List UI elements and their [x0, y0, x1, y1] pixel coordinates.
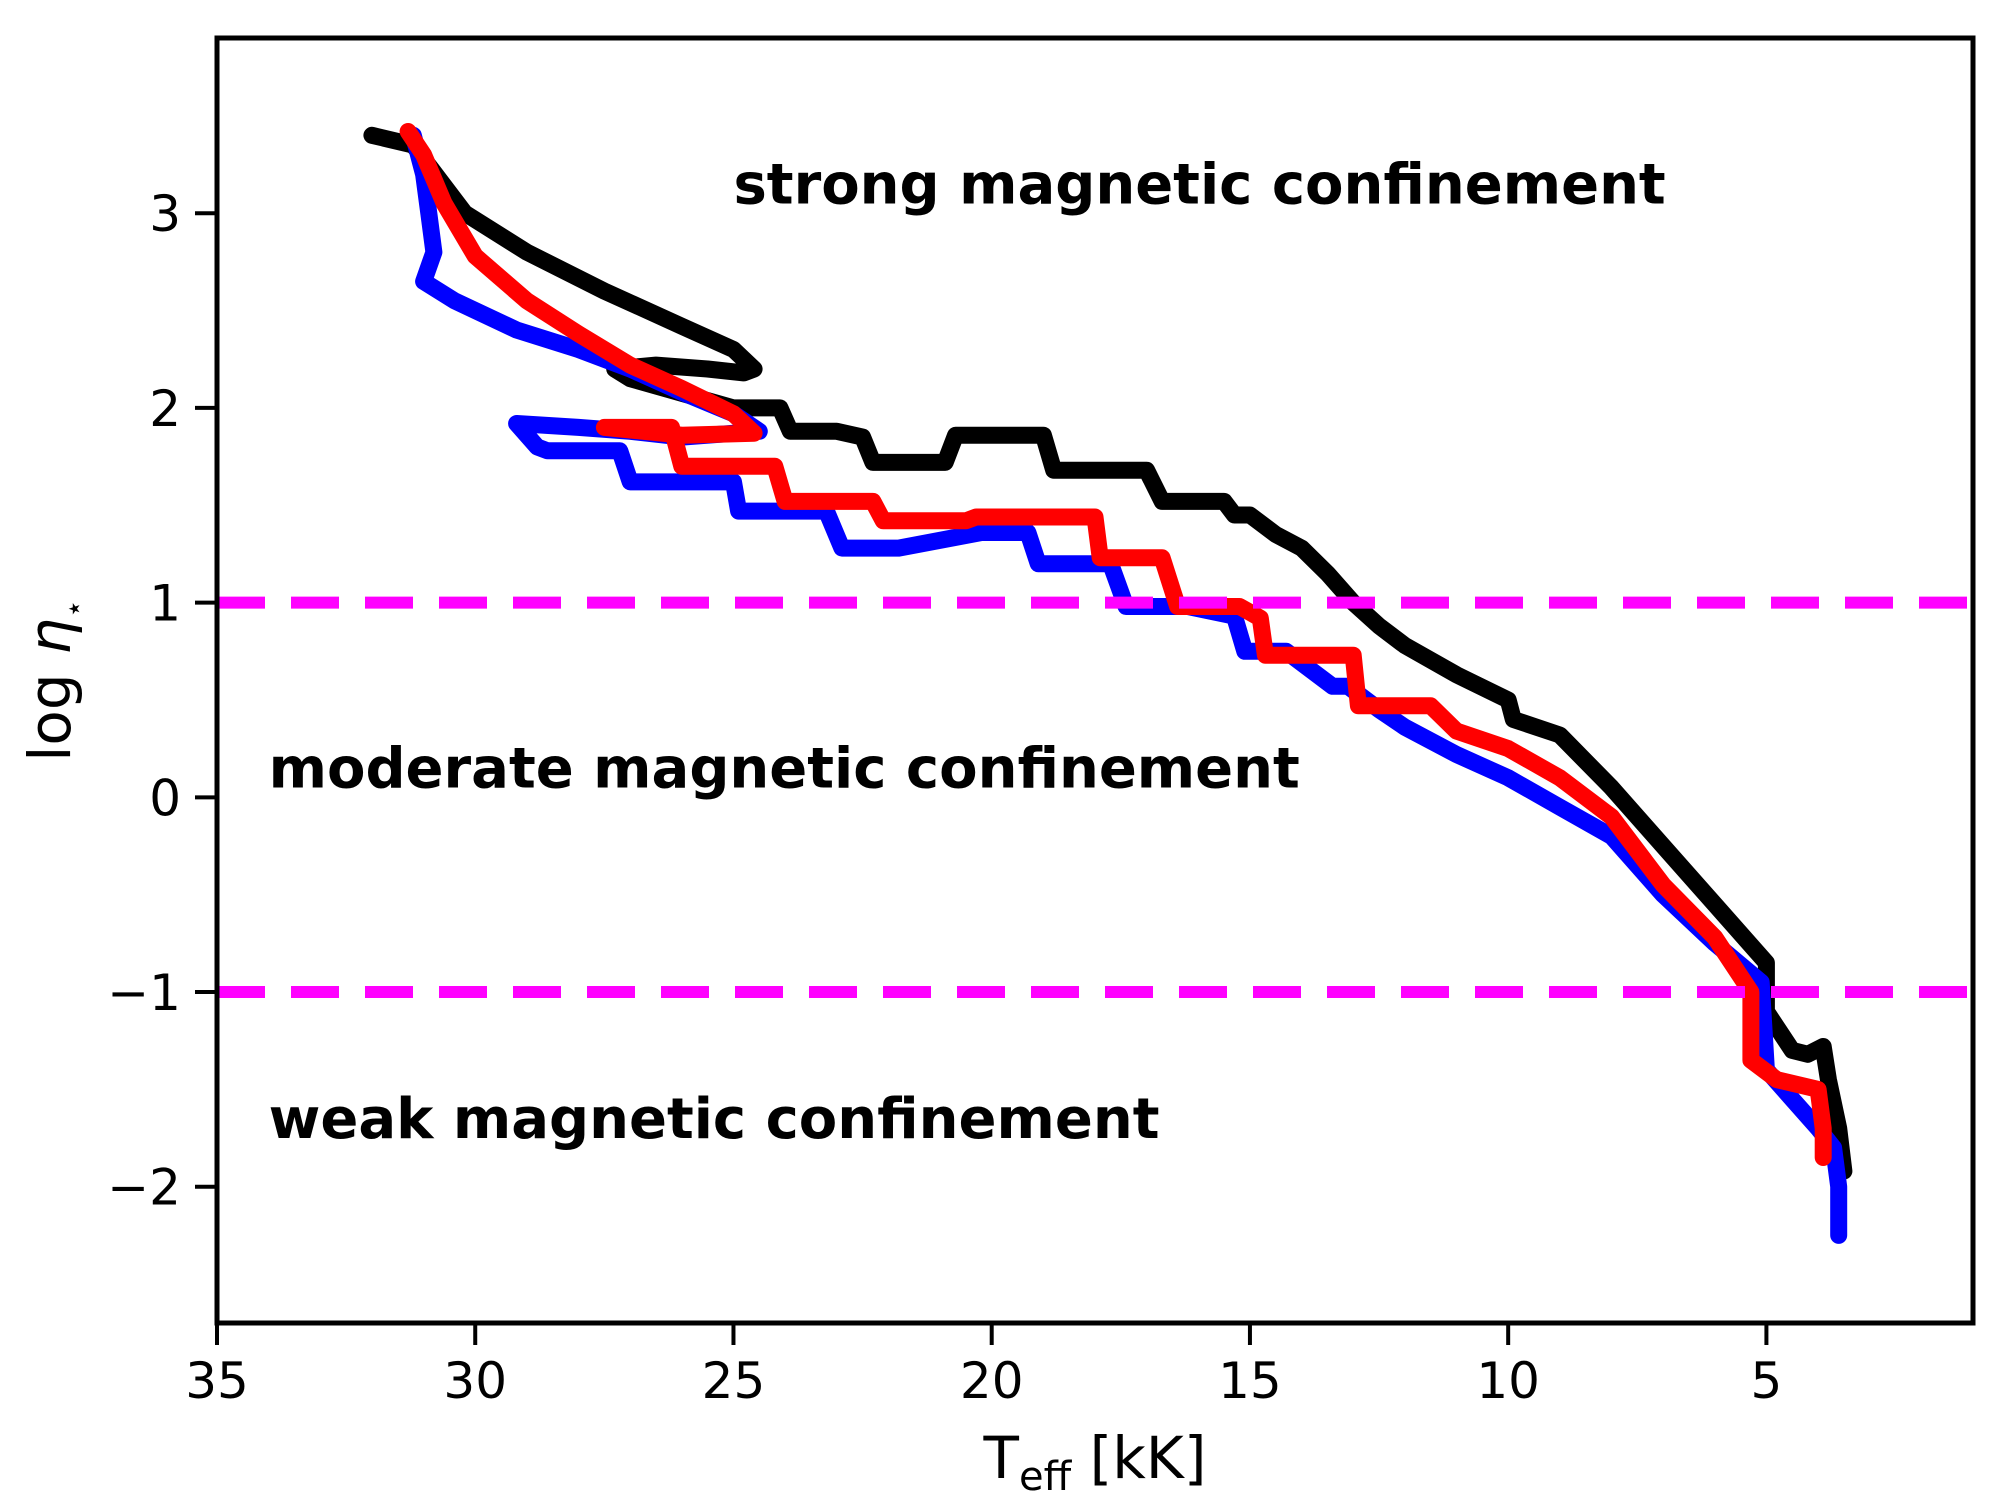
x-axis-title-unit: [kK] — [1071, 1424, 1206, 1492]
series-black-line — [363, 126, 1853, 1180]
x-tick-label: 20 — [960, 1352, 1024, 1410]
series-layer — [363, 123, 1853, 1244]
y-tick-label: 0 — [149, 769, 181, 827]
annotation-layer: strong magnetic confinement moderate magn… — [269, 152, 1666, 1152]
y-axis-title-pre: log — [16, 655, 84, 762]
y-axis-title-sup: ⋆ — [57, 599, 92, 618]
plot-frame — [214, 35, 1976, 1326]
x-tick-label: 35 — [185, 1352, 249, 1410]
y-tick-label: −2 — [107, 1159, 181, 1217]
x-tick-label: 5 — [1751, 1352, 1783, 1410]
x-tick-label: 15 — [1218, 1352, 1282, 1410]
series-red-line — [399, 123, 1832, 1166]
region-label-3: weak magnetic confinement — [269, 1087, 1160, 1152]
y-axis-title-symbol: η — [16, 618, 84, 655]
x-tick-label: 30 — [443, 1352, 507, 1410]
y-tick-label: −1 — [107, 964, 181, 1022]
region-label-1: strong magnetic confinement — [733, 152, 1665, 217]
x-axis-title: Teff [kK] — [983, 1424, 1207, 1500]
y-axis-title: log η⋆ — [16, 599, 92, 761]
y-tick-label: 2 — [149, 380, 181, 438]
y-tick-label: 1 — [149, 575, 181, 633]
y-tick-label: 3 — [149, 185, 181, 243]
x-axis-title-main: T — [983, 1424, 1020, 1492]
x-tick-label: 25 — [702, 1352, 766, 1410]
x-tick-label: 10 — [1476, 1352, 1540, 1410]
region-label-2: moderate magnetic confinement — [269, 737, 1300, 802]
x-axis-title-sub: eff — [1019, 1454, 1073, 1500]
